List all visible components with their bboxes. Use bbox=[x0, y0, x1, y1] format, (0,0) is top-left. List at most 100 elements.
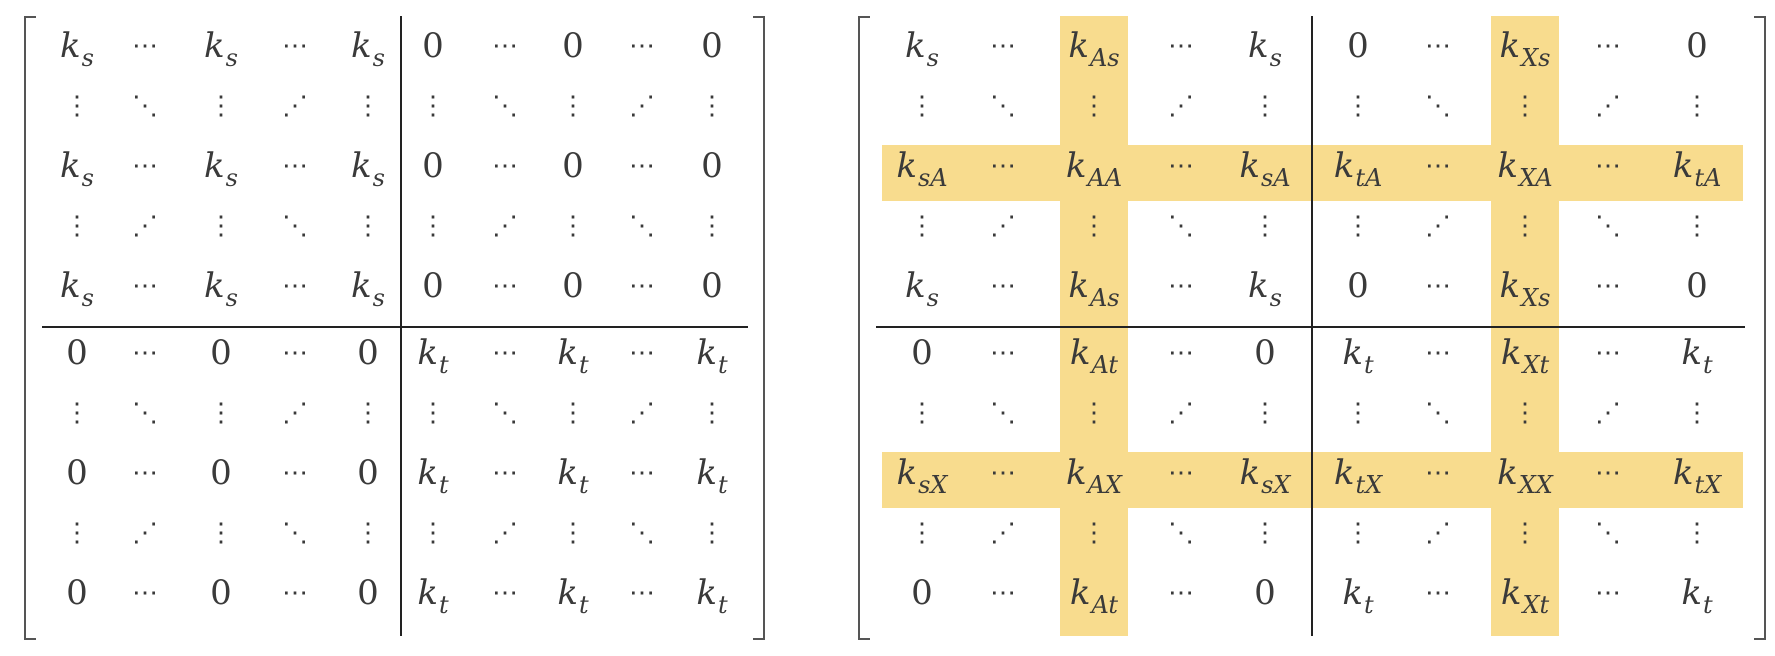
ellipsis-vdots: ⋮ bbox=[699, 398, 725, 428]
ellipsis-hdots: ⋯ bbox=[1168, 271, 1194, 301]
ellipsis-vdots: ⋮ bbox=[560, 211, 586, 241]
ellipsis-vdots: ⋮ bbox=[1081, 91, 1107, 121]
ellipsis-vdots: ⋮ bbox=[560, 518, 586, 548]
matrix-entry-zero: 0 bbox=[562, 266, 584, 306]
matrix-entry-zero: 0 bbox=[1254, 333, 1276, 373]
ellipsis-hdots: ⋯ bbox=[492, 578, 518, 608]
ellipsis-vdots: ⋮ bbox=[699, 518, 725, 548]
ellipsis-hdots: ⋯ bbox=[282, 271, 308, 301]
matrix-entry-zero: 0 bbox=[66, 333, 88, 373]
matrix-entry-k-tX: k tX bbox=[1672, 453, 1722, 499]
matrix-entry-zero: 0 bbox=[1254, 573, 1276, 613]
matrix-entry-zero: 0 bbox=[911, 333, 933, 373]
ellipsis-adots: ⋰ bbox=[492, 211, 518, 241]
ellipsis-hdots: ⋯ bbox=[282, 578, 308, 608]
matrix-entry-k-AA: k AA bbox=[1065, 146, 1123, 192]
ellipsis-hdots: ⋯ bbox=[629, 151, 655, 181]
ellipsis-ddots: ⋱ bbox=[132, 91, 158, 121]
ellipsis-hdots: ⋯ bbox=[1425, 271, 1451, 301]
ellipsis-hdots: ⋯ bbox=[629, 458, 655, 488]
ellipsis-ddots: ⋱ bbox=[132, 398, 158, 428]
ellipsis-hdots: ⋯ bbox=[1168, 578, 1194, 608]
ellipsis-vdots: ⋮ bbox=[1345, 398, 1371, 428]
ellipsis-vdots: ⋮ bbox=[1512, 91, 1538, 121]
matrix-entry-zero: 0 bbox=[422, 266, 444, 306]
ellipsis-vdots: ⋮ bbox=[420, 211, 446, 241]
ellipsis-adots: ⋰ bbox=[629, 398, 655, 428]
matrix-entry-k-Xt: k Xt bbox=[1500, 333, 1550, 379]
ellipsis-hdots: ⋯ bbox=[629, 338, 655, 368]
ellipsis-vdots: ⋮ bbox=[699, 211, 725, 241]
matrix-entry-zero: 0 bbox=[1347, 26, 1369, 66]
ellipsis-hdots: ⋯ bbox=[1595, 31, 1621, 61]
matrix-entry-k-As: k As bbox=[1068, 266, 1120, 312]
ellipsis-hdots: ⋯ bbox=[132, 458, 158, 488]
ellipsis-vdots: ⋮ bbox=[208, 398, 234, 428]
ellipsis-hdots: ⋯ bbox=[1595, 458, 1621, 488]
matrix-entry-zero: 0 bbox=[66, 453, 88, 493]
ellipsis-adots: ⋰ bbox=[629, 91, 655, 121]
matrix-entry-k-sA: k sA bbox=[1239, 146, 1291, 192]
ellipsis-vdots: ⋮ bbox=[560, 398, 586, 428]
block-divider-horizontal bbox=[42, 326, 748, 328]
ellipsis-hdots: ⋯ bbox=[282, 338, 308, 368]
ellipsis-vdots: ⋮ bbox=[909, 211, 935, 241]
matrix-entry-k-sA: k sA bbox=[896, 146, 948, 192]
ellipsis-vdots: ⋮ bbox=[1081, 398, 1107, 428]
matrix-entry-zero: 0 bbox=[422, 26, 444, 66]
ellipsis-vdots: ⋮ bbox=[1252, 398, 1278, 428]
ellipsis-ddots: ⋱ bbox=[1425, 91, 1451, 121]
ellipsis-hdots: ⋯ bbox=[1425, 151, 1451, 181]
ellipsis-vdots: ⋮ bbox=[1512, 398, 1538, 428]
ellipsis-vdots: ⋮ bbox=[420, 91, 446, 121]
ellipsis-vdots: ⋮ bbox=[1252, 91, 1278, 121]
matrix-entry-zero: 0 bbox=[911, 573, 933, 613]
ellipsis-ddots: ⋱ bbox=[282, 518, 308, 548]
ellipsis-vdots: ⋮ bbox=[909, 91, 935, 121]
ellipsis-adots: ⋰ bbox=[1168, 91, 1194, 121]
ellipsis-vdots: ⋮ bbox=[355, 518, 381, 548]
ellipsis-vdots: ⋮ bbox=[64, 211, 90, 241]
left-bracket bbox=[24, 16, 36, 640]
ellipsis-ddots: ⋱ bbox=[629, 518, 655, 548]
matrix-entry-k-AX: k AX bbox=[1065, 453, 1123, 499]
ellipsis-vdots: ⋮ bbox=[1684, 398, 1710, 428]
ellipsis-vdots: ⋮ bbox=[1684, 211, 1710, 241]
ellipsis-adots: ⋰ bbox=[282, 91, 308, 121]
matrix-entry-zero: 0 bbox=[357, 333, 379, 373]
ellipsis-adots: ⋰ bbox=[1595, 398, 1621, 428]
matrix-entry-k-XX: k XX bbox=[1497, 453, 1553, 499]
ellipsis-hdots: ⋯ bbox=[1595, 338, 1621, 368]
matrix-entry-zero: 0 bbox=[357, 453, 379, 493]
ellipsis-ddots: ⋱ bbox=[629, 211, 655, 241]
ellipsis-hdots: ⋯ bbox=[1168, 458, 1194, 488]
ellipsis-hdots: ⋯ bbox=[990, 271, 1016, 301]
ellipsis-hdots: ⋯ bbox=[492, 151, 518, 181]
ellipsis-hdots: ⋯ bbox=[1595, 151, 1621, 181]
left-bracket bbox=[858, 16, 870, 640]
ellipsis-adots: ⋰ bbox=[282, 398, 308, 428]
ellipsis-vdots: ⋮ bbox=[208, 518, 234, 548]
ellipsis-hdots: ⋯ bbox=[990, 458, 1016, 488]
ellipsis-ddots: ⋱ bbox=[990, 398, 1016, 428]
ellipsis-vdots: ⋮ bbox=[560, 91, 586, 121]
matrix-entry-zero: 0 bbox=[422, 146, 444, 186]
ellipsis-hdots: ⋯ bbox=[1425, 31, 1451, 61]
ellipsis-hdots: ⋯ bbox=[629, 31, 655, 61]
ellipsis-adots: ⋰ bbox=[990, 518, 1016, 548]
ellipsis-hdots: ⋯ bbox=[132, 31, 158, 61]
matrix-entry-zero: 0 bbox=[357, 573, 379, 613]
